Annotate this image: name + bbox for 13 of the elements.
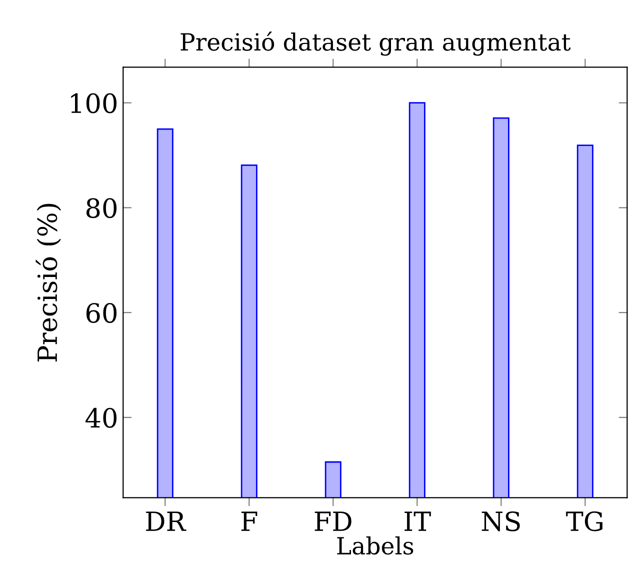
x-tick-label: TG — [566, 511, 602, 532]
y-tick-label: 80 — [86, 198, 117, 218]
x-tick-label: FD — [314, 512, 352, 531]
y-tick-label: 100 — [71, 93, 117, 114]
y-axis-title: Precisió (%) — [36, 204, 61, 362]
y-tick-label: 60 — [86, 303, 117, 323]
x-tick-label: IT — [404, 512, 431, 531]
x-axis-title: Labels — [337, 536, 414, 555]
x-tick-label: DR — [146, 512, 186, 531]
chart-title: Precisió dataset gran augmentat — [180, 32, 571, 56]
x-tick-label: F — [241, 512, 258, 531]
y-tick-label: 40 — [86, 408, 117, 428]
x-tick-label: NS — [482, 511, 520, 532]
